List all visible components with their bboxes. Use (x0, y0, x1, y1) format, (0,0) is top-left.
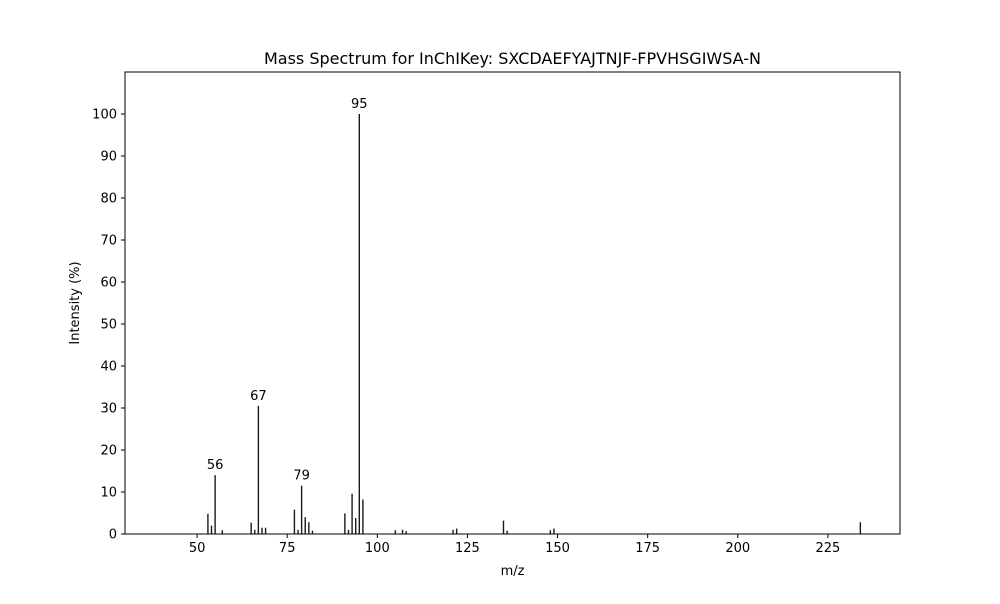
peak-bar-mz-68 (261, 527, 263, 534)
peak-bar-mz-234 (859, 522, 862, 534)
y-tick-label: 50 (100, 318, 117, 333)
x-tick-label: 75 (279, 541, 296, 556)
y-tick-label: 90 (100, 150, 117, 165)
peak-bar-mz-108 (405, 531, 407, 534)
peak-bar-mz-105 (394, 530, 397, 534)
peak-label: 67 (250, 389, 267, 404)
y-tick-label: 10 (100, 486, 117, 501)
y-tick-label: 80 (100, 192, 117, 207)
x-tick-label: 200 (725, 541, 750, 556)
peak-bar-mz-91 (344, 513, 346, 534)
bars-layer (207, 114, 862, 534)
peak-bar-mz-65 (250, 522, 252, 534)
x-tick-label: 100 (365, 541, 390, 556)
peak-labels-layer: 56 67 79 95 (207, 97, 368, 484)
peak-bar-mz-149 (553, 528, 555, 534)
y-tick-label: 0 (109, 528, 117, 543)
peak-bar-mz-55 (214, 475, 216, 534)
peak-label: 56 (207, 458, 224, 473)
x-axis: 50 75 100 125 150 175 200 225 (189, 534, 840, 556)
plot-frame (124, 71, 901, 535)
peak-bar-mz-77 (293, 509, 296, 534)
peak-bar-mz-82 (311, 530, 314, 534)
peak-bar-mz-95 (358, 114, 360, 534)
x-tick-label: 150 (545, 541, 570, 556)
y-tick-label: 100 (92, 108, 117, 123)
peak-bar-mz-107 (401, 529, 404, 534)
peak-bar-mz-80 (304, 517, 306, 534)
peak-bar-mz-57 (221, 530, 224, 534)
peak-bar-mz-67 (257, 405, 260, 534)
peak-bar-mz-78 (297, 529, 299, 534)
y-tick-label: 60 (100, 276, 117, 291)
peak-bar-mz-135 (502, 520, 505, 534)
peak-bar-mz-53 (207, 513, 209, 534)
peak-bar-mz-69 (264, 527, 267, 534)
chart-title: Mass Spectrum for InChIKey: SXCDAEFYAJTN… (264, 49, 761, 68)
peak-bar-mz-121 (452, 529, 454, 534)
x-tick-label: 50 (189, 541, 206, 556)
y-tick-label: 70 (100, 234, 117, 249)
peak-label: 79 (293, 469, 310, 484)
peak-bar-mz-93 (351, 493, 353, 534)
x-axis-label: m/z (501, 564, 525, 579)
x-tick-label: 225 (815, 541, 840, 556)
peak-bar-mz-94 (355, 518, 357, 534)
peak-bar-mz-81 (308, 522, 310, 534)
peak-label: 95 (351, 97, 368, 112)
y-axis: 0 10 20 30 40 50 60 70 80 90 100 (92, 108, 125, 543)
peak-bar-mz-96 (362, 499, 364, 534)
peak-bar-mz-66 (254, 529, 256, 534)
peak-bar-mz-92 (347, 529, 350, 534)
peak-bar-mz-54 (210, 525, 213, 534)
y-tick-label: 20 (100, 444, 117, 459)
y-tick-label: 30 (100, 402, 117, 417)
y-tick-label: 40 (100, 360, 117, 375)
peak-bar-mz-122 (455, 528, 458, 534)
x-tick-label: 175 (635, 541, 660, 556)
peak-bar-mz-148 (549, 530, 552, 534)
peak-bar-mz-79 (300, 485, 303, 534)
y-axis-label: Intensity (%) (68, 261, 83, 344)
peak-bar-mz-136 (506, 530, 508, 534)
x-tick-label: 125 (455, 541, 480, 556)
